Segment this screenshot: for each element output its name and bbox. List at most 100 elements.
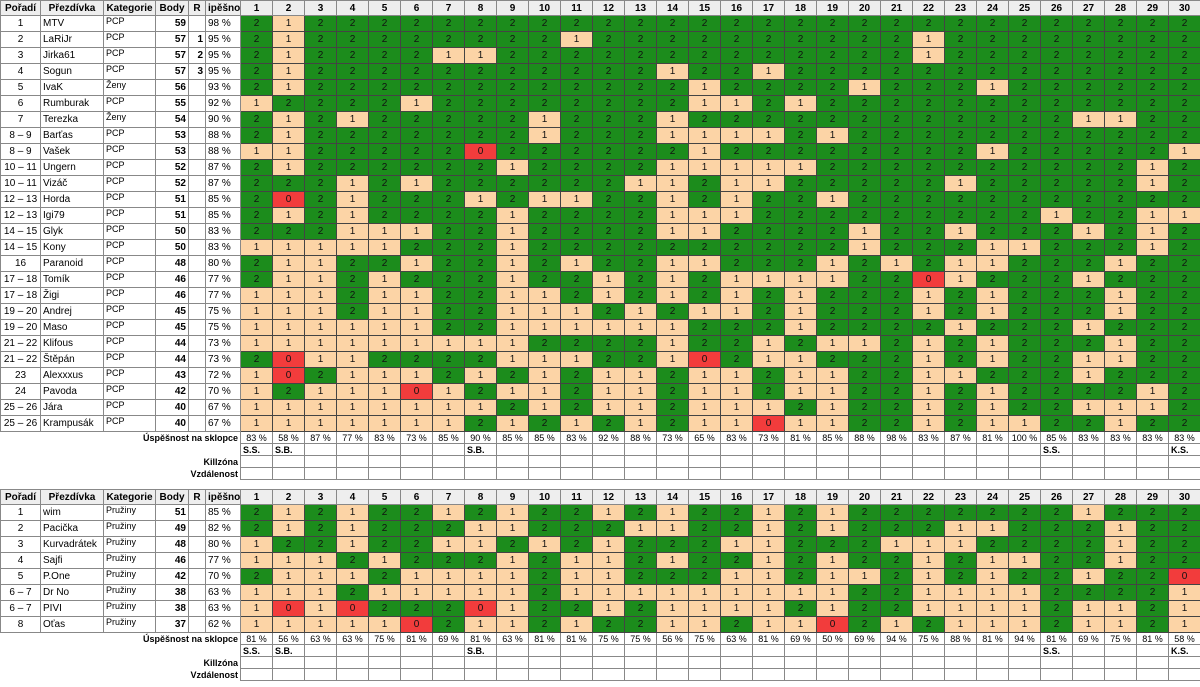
score-cell: 2	[848, 127, 881, 144]
score-cell: 2	[528, 143, 561, 160]
score-cell: 2	[496, 191, 529, 208]
score-cell: 1	[976, 351, 1009, 368]
empty-cell	[528, 455, 561, 468]
empty-cell	[944, 656, 977, 669]
player-row: 3 Kurvadrátek Pružiny 48 80 % 1 2 2 1 2 2 1 1 2 1 2 1 2 2 2…	[0, 536, 1200, 553]
score-cell: 2	[560, 207, 593, 224]
score-cell: 1	[528, 399, 561, 416]
score-cell: 2	[1008, 351, 1041, 368]
score-cell: 1	[272, 127, 305, 144]
empty-cell	[688, 467, 721, 480]
score-cell: 2	[592, 159, 625, 176]
score-cell: 2	[368, 175, 401, 192]
score-cell: 1	[272, 335, 305, 352]
mark-cell	[912, 443, 945, 456]
empty-cell	[1104, 455, 1137, 468]
mark-cell: S.B.	[464, 443, 497, 456]
score-cell: 1	[272, 552, 305, 569]
rank: 19 – 20	[0, 303, 41, 320]
category: PCP	[103, 287, 156, 304]
mark-cell	[1104, 443, 1137, 456]
success-rate: 82 %	[205, 520, 241, 537]
score-cell: 1	[656, 520, 689, 537]
score-cell: 1	[560, 351, 593, 368]
empty-cell	[1168, 467, 1200, 480]
r-rank	[188, 319, 206, 336]
score-cell: 2	[1168, 399, 1200, 416]
player-row: 4 Sajfi Pružiny 46 77 % 1 1 1 2 1 2 2 2 1 2 1 1 2 1 2 2 1 2 1 2 2…	[0, 552, 1200, 569]
score-cell: 1	[592, 319, 625, 336]
score-cell: 2	[880, 175, 913, 192]
empty-cell	[656, 656, 689, 669]
score-cell: 2	[336, 303, 369, 320]
score-cell: 2	[784, 31, 817, 48]
success-rate: 88 %	[205, 127, 241, 144]
score-cell: 0	[272, 367, 305, 384]
score-cell: 2	[400, 47, 433, 64]
score-cell: 1	[784, 367, 817, 384]
score-cell: 2	[240, 127, 273, 144]
score-cell: 2	[1008, 255, 1041, 272]
score-cell: 1	[304, 552, 337, 569]
score-cell: 2	[528, 271, 561, 288]
score-cell: 2	[976, 207, 1009, 224]
score-cell: 2	[1008, 127, 1041, 144]
score-cell: 1	[880, 255, 913, 272]
score-cell: 2	[464, 15, 497, 32]
score-cell: 2	[784, 223, 817, 240]
score-cell: 2	[240, 159, 273, 176]
score-cell: 1	[1104, 399, 1137, 416]
score-cell: 1	[336, 319, 369, 336]
score-cell: 1	[1072, 351, 1105, 368]
score-cell: 1	[752, 175, 785, 192]
score-cell: 2	[816, 351, 849, 368]
summary-value: 63 %	[304, 632, 337, 645]
score-cell: 1	[560, 255, 593, 272]
empty-cell	[464, 668, 497, 681]
column-number: 20	[848, 489, 881, 505]
column-number: 16	[720, 0, 753, 16]
player-row: 8 – 9 Barťas PCP 53 88 % 2 1 2 2 2 2 2 2 2 1 2 2 2 1 1 1 1 2 1 2…	[0, 127, 1200, 144]
score-cell: 2	[1008, 79, 1041, 96]
nickname: Žigi	[40, 287, 104, 304]
score-cell: 1	[272, 319, 305, 336]
score-cell: 2	[720, 15, 753, 32]
score-cell: 1	[592, 383, 625, 400]
column-number: 19	[816, 489, 849, 505]
column-number: 26	[1040, 489, 1073, 505]
score-cell: 1	[944, 367, 977, 384]
score-cell: 1	[976, 383, 1009, 400]
score-cell: 1	[272, 271, 305, 288]
score-cell: 2	[400, 536, 433, 553]
success-rate: 98 %	[205, 15, 241, 32]
score-cell: 2	[1040, 335, 1073, 352]
score-cell: 2	[1040, 568, 1073, 585]
player-row: 5 IvaK Ženy 56 93 % 2 1 2 2 2 2 2 2 2 2 2 2 2 2 1 2 2 2 2 1 2 2 2 1 2…	[0, 79, 1200, 96]
column-number: 22	[912, 489, 945, 505]
score-cell: 2	[624, 159, 657, 176]
score-cell: 2	[1168, 415, 1200, 432]
marks-row: S.S. S.B. S.B. S.S. K.S.	[1, 644, 1200, 657]
category: Pružiny	[103, 568, 156, 585]
score-cell: 2	[1072, 159, 1105, 176]
points: 50	[155, 223, 189, 240]
score-cell: 2	[1136, 47, 1169, 64]
score-cell: 1	[400, 319, 433, 336]
empty-cell	[1136, 467, 1169, 480]
header-cell: Kategorie	[103, 0, 156, 16]
score-cell: 2	[688, 287, 721, 304]
player-row: 23 Alexxxus PCP 43 72 % 1 0 2 1 1 1 2 1 2 1 2 1 1 2 1 1 2 1 1 2 2…	[0, 367, 1200, 384]
summary-value: 69 %	[1072, 632, 1105, 645]
nickname: Kurvadrátek	[40, 536, 104, 553]
nickname: Klifous	[40, 335, 104, 352]
empty-cell	[976, 668, 1009, 681]
column-number: 5	[368, 489, 401, 505]
column-number: 24	[976, 0, 1009, 16]
empty-cell	[368, 668, 401, 681]
summary-value: 98 %	[880, 431, 913, 444]
score-cell: 1	[1104, 552, 1137, 569]
score-cell: 1	[1072, 600, 1105, 617]
mark-cell: S.S.	[1040, 644, 1073, 657]
score-cell: 2	[1040, 255, 1073, 272]
